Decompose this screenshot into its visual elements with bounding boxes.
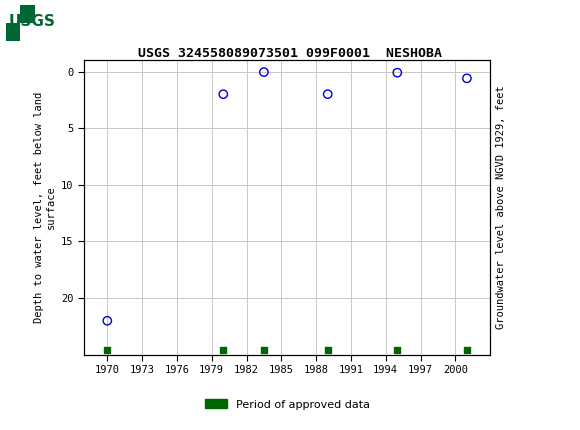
Point xyxy=(259,347,269,353)
Point xyxy=(393,347,402,353)
Point xyxy=(103,347,112,353)
Point xyxy=(323,91,332,98)
Bar xyxy=(6,22,20,41)
Legend: Period of approved data: Period of approved data xyxy=(200,395,374,414)
Text: USGS: USGS xyxy=(9,14,56,29)
Point xyxy=(103,317,112,324)
Y-axis label: Groundwater level above NGVD 1929, feet: Groundwater level above NGVD 1929, feet xyxy=(496,86,506,329)
Point xyxy=(323,347,332,353)
Point xyxy=(219,91,228,98)
Point xyxy=(259,69,269,76)
Bar xyxy=(20,4,35,22)
Text: USGS 324558089073501 099F0001  NESHOBA: USGS 324558089073501 099F0001 NESHOBA xyxy=(138,47,442,60)
Point xyxy=(219,347,228,353)
Y-axis label: Depth to water level, feet below land
surface: Depth to water level, feet below land su… xyxy=(34,92,56,323)
Point xyxy=(462,347,472,353)
Point xyxy=(462,75,472,82)
Point xyxy=(393,69,402,76)
FancyBboxPatch shape xyxy=(6,4,81,41)
